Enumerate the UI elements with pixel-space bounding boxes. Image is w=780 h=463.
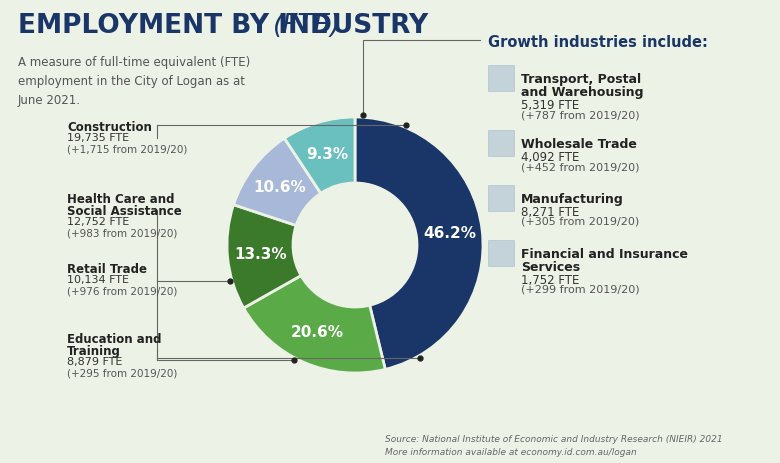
Text: 12,752 FTE: 12,752 FTE — [67, 217, 129, 227]
Text: 9.3%: 9.3% — [307, 146, 349, 162]
Text: 10.6%: 10.6% — [254, 180, 306, 195]
Bar — [488, 185, 514, 211]
Text: 19,735 FTE: 19,735 FTE — [67, 133, 129, 143]
Text: Manufacturing: Manufacturing — [521, 193, 624, 206]
Text: 1,752 FTE: 1,752 FTE — [521, 274, 580, 287]
Text: (+299 from 2019/20): (+299 from 2019/20) — [521, 285, 640, 295]
Text: Education and: Education and — [67, 333, 161, 346]
Text: Wholesale Trade: Wholesale Trade — [521, 138, 637, 151]
Text: Construction: Construction — [67, 121, 152, 134]
Text: (FTE): (FTE) — [273, 13, 342, 39]
Text: Services: Services — [521, 261, 580, 274]
Text: and Warehousing: and Warehousing — [521, 86, 644, 99]
Text: 10,134 FTE: 10,134 FTE — [67, 275, 129, 285]
Text: (+983 from 2019/20): (+983 from 2019/20) — [67, 228, 177, 238]
Text: (+787 from 2019/20): (+787 from 2019/20) — [521, 110, 640, 120]
Bar — [488, 130, 514, 156]
Text: 4,092 FTE: 4,092 FTE — [521, 151, 580, 164]
Text: Retail Trade: Retail Trade — [67, 263, 147, 276]
Wedge shape — [233, 138, 321, 225]
Text: Social Assistance: Social Assistance — [67, 205, 182, 218]
Wedge shape — [227, 205, 301, 308]
Text: Transport, Postal: Transport, Postal — [521, 73, 641, 86]
Bar — [488, 240, 514, 266]
Text: Source: National Institute of Economic and Industry Research (NIEIR) 2021
More i: Source: National Institute of Economic a… — [385, 435, 722, 457]
Text: A measure of full-time equivalent (FTE)
employment in the City of Logan as at
Ju: A measure of full-time equivalent (FTE) … — [18, 56, 250, 107]
Text: (+1,715 from 2019/20): (+1,715 from 2019/20) — [67, 144, 187, 154]
Text: 20.6%: 20.6% — [291, 325, 344, 340]
Text: Growth industries include:: Growth industries include: — [488, 35, 708, 50]
Text: Financial and Insurance: Financial and Insurance — [521, 248, 688, 261]
Text: 8,271 FTE: 8,271 FTE — [521, 206, 580, 219]
Bar — [488, 65, 514, 91]
Text: (+295 from 2019/20): (+295 from 2019/20) — [67, 368, 177, 378]
Text: 8,879 FTE: 8,879 FTE — [67, 357, 122, 367]
Wedge shape — [355, 117, 483, 369]
Text: 13.3%: 13.3% — [234, 247, 287, 262]
Wedge shape — [285, 117, 355, 193]
Text: (+976 from 2019/20): (+976 from 2019/20) — [67, 286, 177, 296]
Text: Training: Training — [67, 345, 121, 358]
Text: EMPLOYMENT BY INDUSTRY: EMPLOYMENT BY INDUSTRY — [18, 13, 428, 39]
Wedge shape — [243, 275, 385, 373]
Text: 5,319 FTE: 5,319 FTE — [521, 99, 580, 112]
Text: (+305 from 2019/20): (+305 from 2019/20) — [521, 217, 640, 227]
Text: (+452 from 2019/20): (+452 from 2019/20) — [521, 162, 640, 172]
Text: Health Care and: Health Care and — [67, 193, 175, 206]
Text: 46.2%: 46.2% — [423, 226, 476, 241]
